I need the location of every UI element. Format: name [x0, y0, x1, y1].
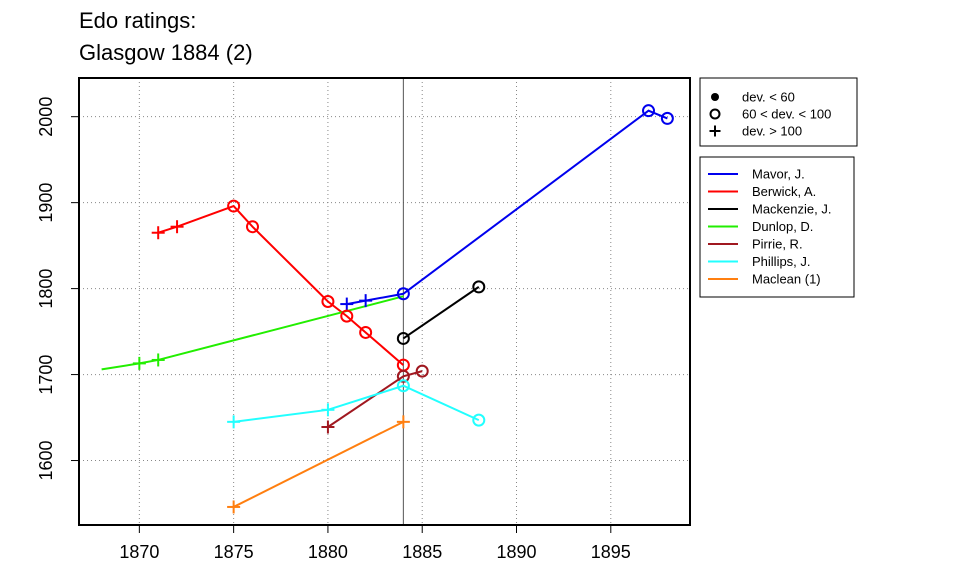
marker-legend-label-2: dev. > 100 — [742, 124, 802, 139]
chart-title-line-1: Edo ratings: — [79, 8, 197, 33]
x-tick-label-1880: 1880 — [308, 542, 348, 562]
legend-label-phillips-j: Phillips, J. — [752, 254, 811, 269]
y-tick-label-1900: 1900 — [36, 183, 56, 223]
point-maclean-1-1 — [396, 415, 410, 429]
point-mavor-j-0 — [340, 297, 354, 311]
series-line-phillips-j — [233, 384, 480, 423]
y-tick-label-2000: 2000 — [36, 97, 56, 137]
point-berwick-a-5 — [340, 309, 354, 323]
x-tick-label-1870: 1870 — [119, 542, 159, 562]
legend-label-berwick-a: Berwick, A. — [752, 184, 816, 199]
marker-legend-symbol-0 — [711, 93, 719, 101]
series-line-dunlop-d — [101, 295, 404, 371]
legend-label-dunlop-d: Dunlop, D. — [752, 219, 813, 234]
x-tick-label-1890: 1890 — [496, 542, 536, 562]
legend-label-maclean-1: Maclean (1) — [752, 272, 821, 287]
point-dunlop-d-1 — [132, 356, 146, 370]
series-legend: Mavor, J. Berwick, A. Mackenzie, J. Dunlop,… — [699, 156, 855, 298]
point-berwick-a-0 — [151, 226, 165, 240]
x-axis: 1870 1875 1880 1885 1890 1895 — [119, 525, 631, 562]
series-line-pirrie-r — [327, 370, 423, 428]
point-berwick-a-2 — [227, 199, 241, 213]
legend-label-pirrie-r: Pirrie, R. — [752, 237, 803, 252]
series-markers — [132, 104, 674, 514]
point-phillips-j-0 — [227, 415, 241, 429]
point-phillips-j-1 — [321, 403, 335, 417]
y-tick-label-1600: 1600 — [36, 441, 56, 481]
point-mavor-j-1 — [359, 294, 373, 308]
plot-frame — [78, 77, 691, 526]
marker-legend-box — [699, 77, 858, 147]
series-line-mackenzie-j — [402, 286, 480, 340]
legend-label-mavor-j: Mavor, J. — [752, 167, 805, 182]
point-mackenzie-j-0 — [396, 331, 410, 345]
series-line-berwick-a — [157, 204, 405, 366]
marker-legend-label-1: 60 < dev. < 100 — [742, 107, 831, 122]
point-berwick-a-4 — [321, 295, 335, 308]
point-mackenzie-j-1 — [472, 280, 486, 294]
x-tick-label-1875: 1875 — [214, 542, 254, 562]
grid-lines — [79, 78, 690, 525]
legend-label-mackenzie-j: Mackenzie, J. — [752, 202, 831, 217]
point-pirrie-r-0 — [321, 420, 335, 434]
point-mavor-j-3 — [642, 104, 656, 118]
point-phillips-j-3 — [472, 413, 486, 427]
point-pirrie-r-2 — [415, 364, 429, 378]
y-tick-label-1800: 1800 — [36, 269, 56, 309]
marker-legend-label-0: dev. < 60 — [742, 90, 795, 105]
point-mavor-j-2 — [396, 287, 410, 301]
series-line-maclean-1 — [233, 420, 404, 508]
marker-legend: dev. < 60 60 < dev. < 100 dev. > 100 — [699, 77, 858, 147]
marker-legend-symbol-1 — [709, 108, 721, 120]
point-pirrie-r-1 — [396, 369, 410, 383]
point-mavor-j-4 — [660, 111, 674, 125]
chart-title-line-2: Glasgow 1884 (2) — [79, 40, 253, 65]
point-berwick-a-3 — [245, 220, 259, 234]
point-berwick-a-6 — [359, 325, 373, 339]
point-dunlop-d-2 — [151, 353, 165, 367]
series-line-mavor-j — [346, 109, 668, 306]
marker-legend-symbol-2 — [709, 125, 721, 137]
point-phillips-j-2 — [396, 379, 410, 393]
x-tick-label-1895: 1895 — [591, 542, 631, 562]
point-berwick-a-1 — [170, 220, 184, 234]
series-lines — [101, 109, 668, 508]
x-tick-label-1885: 1885 — [402, 542, 442, 562]
y-tick-label-1700: 1700 — [36, 355, 56, 395]
y-axis: 1600 1700 1800 1900 2000 — [36, 97, 79, 481]
point-maclean-1-0 — [227, 500, 241, 514]
